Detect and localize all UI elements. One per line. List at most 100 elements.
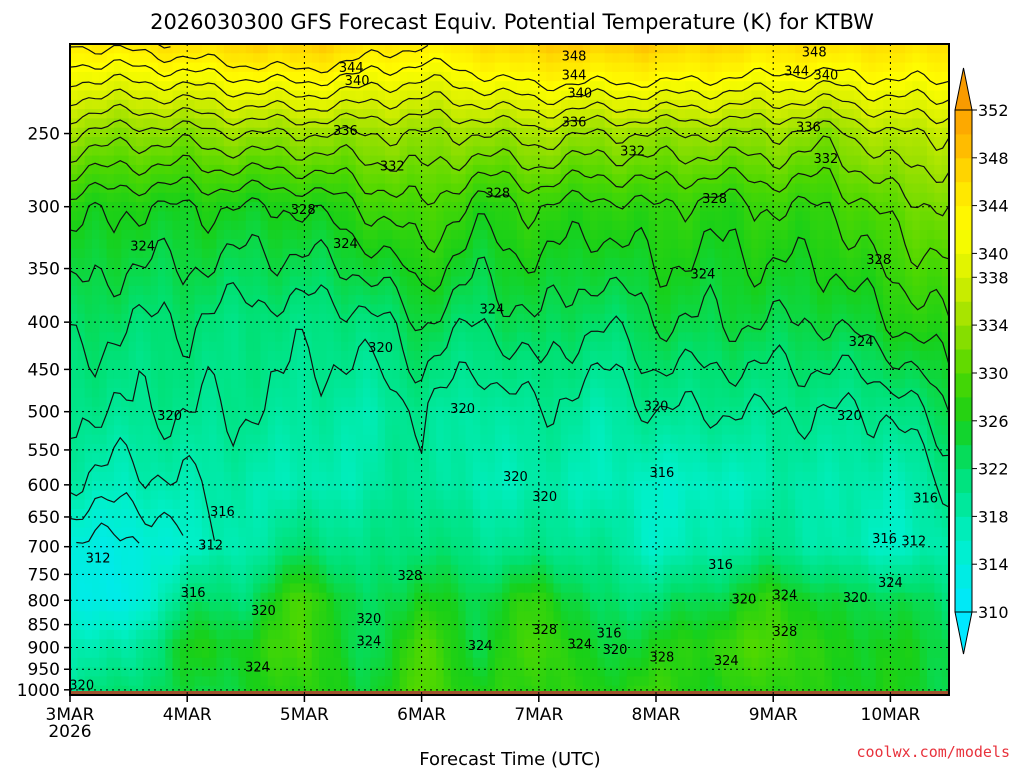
heatmap-cell (699, 257, 708, 268)
heatmap-cell (685, 388, 694, 398)
heatmap-cell (751, 118, 760, 129)
heatmap-cell (282, 118, 291, 129)
heatmap-cell (165, 267, 174, 278)
heatmap-cell (370, 211, 379, 222)
heatmap-cell (582, 257, 591, 268)
heatmap-cell (699, 62, 708, 73)
heatmap-cell (612, 350, 620, 361)
heatmap-cell (472, 174, 481, 185)
heatmap-cell (824, 211, 833, 222)
heatmap-cell (809, 248, 818, 259)
heatmap-cell (421, 369, 430, 380)
heatmap-cell (919, 341, 928, 352)
heatmap-cell (524, 202, 533, 212)
heatmap-cell (853, 304, 862, 315)
heatmap-cell (399, 183, 408, 194)
heatmap-cell (179, 164, 188, 175)
heatmap-cell (319, 71, 327, 82)
heatmap-cell (736, 202, 745, 212)
heatmap-cell (99, 360, 108, 371)
heatmap-cell (135, 192, 144, 203)
heatmap-cell (509, 397, 518, 408)
heatmap-cell (150, 90, 159, 101)
heatmap-cell (223, 183, 232, 194)
heatmap-cell (736, 369, 745, 380)
heatmap-cell (201, 304, 210, 315)
heatmap-cell (84, 350, 93, 361)
heatmap-cell (905, 137, 913, 147)
heatmap-cell (179, 174, 188, 185)
heatmap-cell (113, 118, 122, 129)
heatmap-cell (377, 90, 386, 101)
heatmap-cell (692, 378, 701, 389)
heatmap-cell (384, 44, 393, 54)
heatmap-cell (113, 230, 122, 240)
heatmap-cell (883, 257, 891, 268)
heatmap-cell (787, 146, 796, 157)
heatmap-cell (648, 183, 657, 194)
heatmap-cell (370, 230, 379, 240)
heatmap-cell (443, 202, 452, 212)
heatmap-cell (194, 388, 203, 398)
heatmap-cell (648, 164, 657, 175)
heatmap-cell (802, 155, 811, 166)
heatmap-cell (494, 304, 503, 315)
heatmap-cell (406, 90, 415, 101)
heatmap-cell (275, 90, 284, 101)
heatmap-cell (355, 230, 364, 240)
heatmap-cell (267, 90, 276, 101)
heatmap-cell (260, 155, 269, 166)
heatmap-cell (787, 267, 796, 278)
heatmap-cell (516, 416, 525, 426)
heatmap-cell (868, 239, 877, 250)
heatmap-cell (348, 267, 357, 278)
heatmap-cell (714, 164, 723, 175)
heatmap-cell (363, 323, 371, 333)
heatmap-cell (883, 192, 891, 203)
heatmap-cell (524, 183, 533, 194)
heatmap-cell (568, 397, 577, 408)
heatmap-cell (450, 332, 459, 343)
heatmap-cell (714, 332, 723, 343)
heatmap-cell (363, 174, 371, 185)
heatmap-cell (692, 350, 701, 361)
heatmap-cell (787, 378, 796, 389)
heatmap-cell (714, 71, 723, 82)
heatmap-cell (751, 257, 760, 268)
heatmap-cell (370, 360, 379, 371)
heatmap-cell (143, 90, 152, 101)
heatmap-cell (538, 397, 547, 408)
heatmap-cell (194, 71, 203, 82)
heatmap-cell (480, 192, 489, 203)
heatmap-cell (912, 137, 921, 147)
heatmap-cell (201, 416, 210, 426)
heatmap-cell (575, 267, 584, 278)
heatmap-cell (106, 313, 115, 324)
heatmap-cell (209, 416, 218, 426)
heatmap-cell (604, 248, 613, 259)
heatmap-cell (428, 202, 437, 212)
heatmap-cell (399, 81, 408, 92)
heatmap-cell (494, 397, 503, 408)
heatmap-cell (275, 369, 284, 380)
heatmap-cell (179, 276, 188, 287)
heatmap-cell (275, 192, 284, 203)
heatmap-cell (487, 44, 496, 54)
heatmap-cell (253, 350, 262, 361)
heatmap-cell (612, 62, 620, 73)
heatmap-cell (172, 81, 181, 92)
heatmap-cell (729, 350, 738, 361)
heatmap-cell (187, 360, 196, 371)
heatmap-cell (421, 164, 430, 175)
heatmap-cell (751, 53, 760, 64)
heatmap-cell (326, 313, 335, 324)
heatmap-cell (831, 44, 840, 54)
heatmap-cell (143, 155, 152, 166)
heatmap-cell (282, 248, 291, 259)
heatmap-cell (231, 164, 240, 175)
heatmap-cell (685, 44, 694, 54)
heatmap-cell (260, 192, 269, 203)
heatmap-cell (348, 81, 357, 92)
heatmap-cell (868, 285, 877, 296)
heatmap-cell (912, 378, 921, 389)
